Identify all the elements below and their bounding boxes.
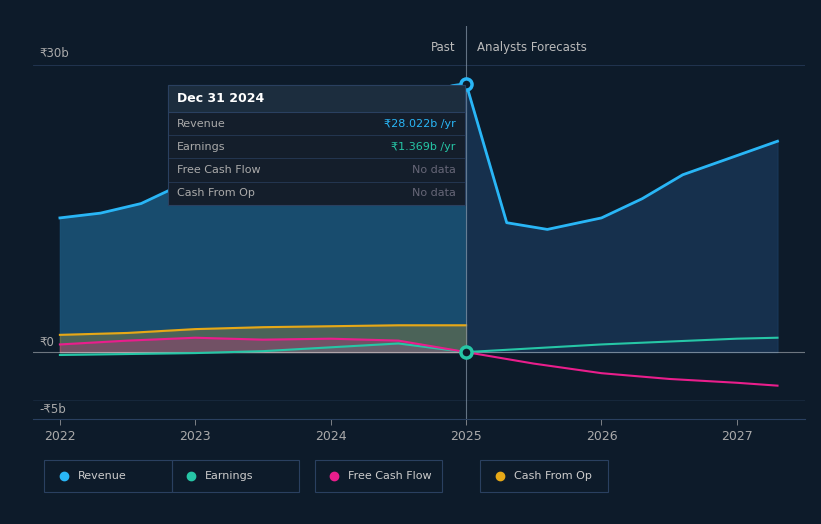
Text: ₹0: ₹0 (39, 336, 54, 349)
Text: ₹28.022b /yr: ₹28.022b /yr (384, 118, 456, 128)
Text: Dec 31 2024: Dec 31 2024 (177, 92, 264, 105)
FancyBboxPatch shape (167, 85, 465, 205)
Text: Earnings: Earnings (205, 471, 254, 481)
Text: Revenue: Revenue (78, 471, 126, 481)
Text: Free Cash Flow: Free Cash Flow (348, 471, 431, 481)
Text: Cash From Op: Cash From Op (514, 471, 591, 481)
Text: ₹1.369b /yr: ₹1.369b /yr (392, 142, 456, 152)
Text: Analysts Forecasts: Analysts Forecasts (477, 41, 587, 54)
FancyBboxPatch shape (167, 85, 465, 112)
Text: No data: No data (412, 165, 456, 175)
Text: Revenue: Revenue (177, 118, 226, 128)
Text: No data: No data (412, 188, 456, 199)
Text: ₹30b: ₹30b (39, 47, 69, 60)
Text: Earnings: Earnings (177, 142, 226, 152)
Text: Past: Past (431, 41, 456, 54)
Text: Free Cash Flow: Free Cash Flow (177, 165, 261, 175)
Text: -₹5b: -₹5b (39, 403, 67, 416)
Text: Cash From Op: Cash From Op (177, 188, 255, 199)
